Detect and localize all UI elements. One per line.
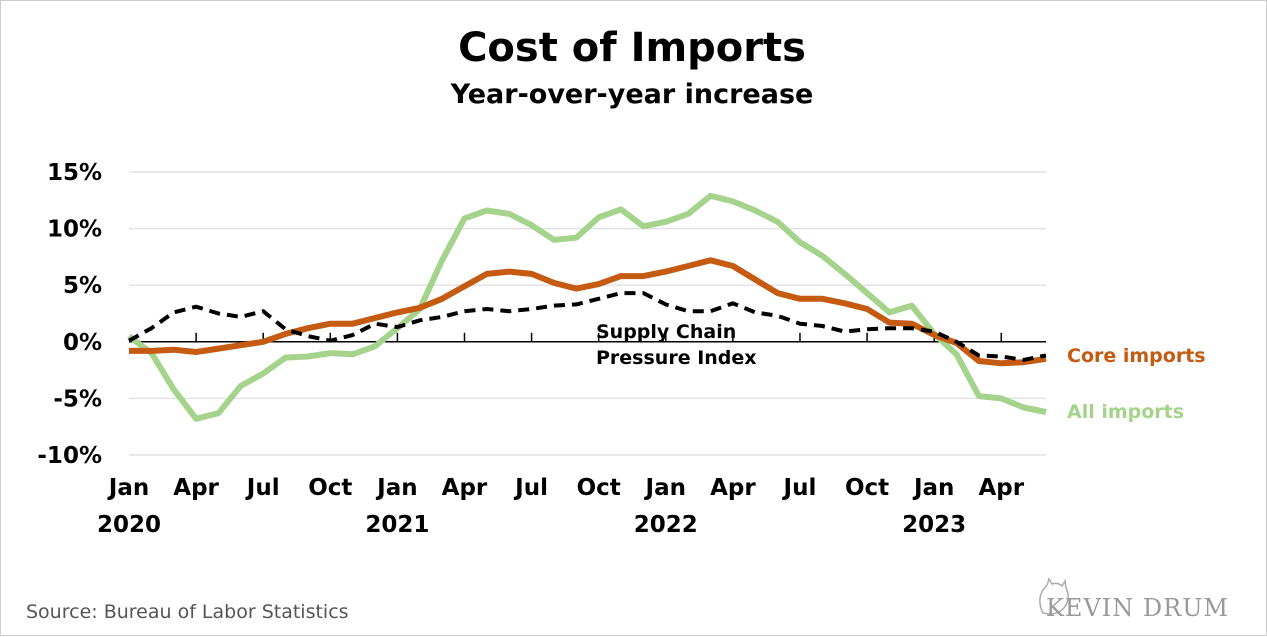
x-year-label: 2023	[902, 512, 966, 538]
y-tick-label: 5%	[63, 273, 102, 299]
x-tick-label: Jan	[107, 475, 149, 501]
x-tick-label: Apr	[710, 475, 756, 501]
series-line-supply-chain-pressure-index	[129, 293, 1046, 360]
y-tick-label: 10%	[47, 217, 102, 243]
x-year-label: 2021	[365, 512, 429, 538]
y-axis: 15% 10% 5% 0% -5% -10%	[37, 160, 102, 469]
y-tick-label: 0%	[63, 330, 102, 356]
kevin-drum-logo: KEVIN DRUM	[1040, 579, 1229, 622]
x-axis: Jan Apr Jul Oct Jan Apr Jul Oct Jan Apr Jul Oct Jan A…	[97, 333, 1046, 538]
chart-subtitle: Year-over-year increase	[450, 79, 814, 110]
source-note: Source: Bureau of Labor Statistics	[26, 601, 349, 623]
x-year-label: 2020	[97, 512, 161, 538]
y-tick-label: 15%	[47, 160, 102, 186]
x-year-label: 2022	[634, 512, 698, 538]
x-tick-label: Oct	[308, 475, 352, 501]
scpi-label-line1: Supply Chain	[596, 321, 736, 343]
x-tick-label: Jan	[912, 475, 954, 501]
x-tick-label: Apr	[442, 475, 488, 501]
x-tick-label: Jan	[644, 475, 686, 501]
x-tick-label: Jul	[513, 475, 548, 501]
x-tick-label: Oct	[845, 475, 889, 501]
y-tick-label: -5%	[53, 386, 102, 412]
x-tick-label: Apr	[978, 475, 1024, 501]
x-tick-label: Apr	[173, 475, 219, 501]
chart-title: Cost of Imports	[458, 25, 806, 71]
core-imports-label: Core imports	[1067, 345, 1206, 367]
x-tick-label: Oct	[577, 475, 621, 501]
x-tick-label: Jan	[375, 475, 417, 501]
logo-text: KEVIN DRUM	[1046, 594, 1229, 622]
x-tick-label: Jul	[245, 475, 280, 501]
x-tick-label: Jul	[782, 475, 817, 501]
scpi-label-line2: Pressure Index	[596, 347, 757, 369]
all-imports-label: All imports	[1067, 401, 1184, 423]
y-tick-label: -10%	[37, 443, 102, 469]
